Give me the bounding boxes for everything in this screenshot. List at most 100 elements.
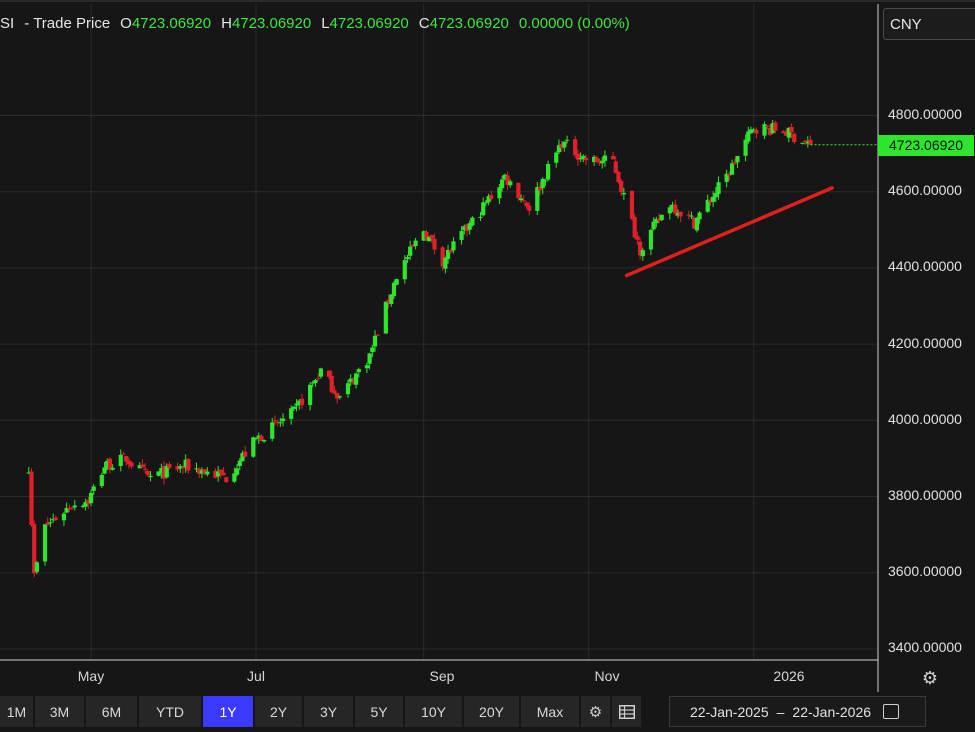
candle-body [751, 129, 756, 131]
candle-body [635, 235, 640, 240]
candle-body [524, 202, 529, 207]
range-button-max[interactable]: Max [521, 696, 579, 727]
candle-body [142, 468, 148, 470]
range-button-20y[interactable]: 20Y [464, 696, 519, 727]
candle-body [53, 517, 58, 520]
candle-body [51, 519, 56, 521]
candle-body [307, 384, 313, 406]
candle-body [640, 250, 645, 257]
candle-body [337, 396, 342, 398]
candle-body [272, 420, 278, 422]
candle-body [592, 156, 597, 163]
candle-body [80, 505, 85, 507]
candle-body [802, 140, 808, 142]
range-button-6m[interactable]: 6M [86, 696, 137, 727]
gear-icon[interactable]: ⚙ [921, 668, 939, 688]
candle-body [678, 211, 683, 217]
candle-body [278, 422, 283, 424]
candle-body [405, 257, 410, 260]
candle-body [540, 178, 545, 189]
candle-body [716, 182, 721, 195]
candle-body [500, 179, 505, 189]
candle-body [443, 257, 448, 269]
candle-body [253, 438, 259, 440]
range-button-2y[interactable]: 2Y [255, 696, 302, 727]
candle-body [497, 187, 502, 199]
ohlc-legend: SI - Trade Price O 4723.06920 H 4723.069… [0, 12, 630, 34]
candle-body [175, 466, 180, 470]
candle-body [237, 460, 242, 467]
currency-selector[interactable]: CNY [883, 8, 975, 40]
table-icon[interactable] [612, 696, 641, 727]
candle-body [489, 195, 494, 199]
candle-body [69, 507, 75, 509]
candle-body [145, 470, 150, 476]
candle-body [648, 229, 654, 250]
range-button-ytd[interactable]: YTD [139, 696, 201, 727]
range-button-3m[interactable]: 3M [35, 696, 84, 727]
range-button-10y[interactable]: 10Y [405, 696, 462, 727]
candle-body [83, 501, 88, 507]
candle-body [781, 131, 786, 134]
candle-body [564, 139, 570, 141]
candle-body [205, 471, 210, 475]
candle-body [48, 522, 53, 524]
candle-body [732, 162, 737, 165]
candle-body [654, 218, 659, 224]
range-button-1m[interactable]: 1M [0, 696, 33, 727]
calendar-icon[interactable] [883, 704, 900, 719]
range-button-5y[interactable]: 5Y [355, 696, 403, 727]
y-tick-label: 4400.00000 [888, 258, 962, 274]
candle-body [375, 334, 380, 336]
candle-body [86, 500, 91, 504]
candle-body [408, 246, 413, 256]
candle-body [105, 460, 110, 470]
candle-body [483, 202, 489, 204]
candle-body [26, 472, 31, 474]
high-value: 4723.06920 [231, 14, 312, 32]
candle-body [383, 301, 388, 334]
candle-body [748, 129, 754, 134]
trendline[interactable] [624, 186, 834, 278]
candle-body [167, 464, 172, 468]
candle-body [197, 468, 202, 474]
close-label: C [418, 14, 430, 32]
candle-body [194, 468, 199, 470]
candle-body [429, 235, 434, 239]
candle-body [581, 155, 586, 160]
candle-body [535, 187, 540, 211]
candle-body [348, 378, 353, 383]
range-button-3y[interactable]: 3Y [304, 696, 353, 727]
candle-body [183, 459, 188, 468]
candle-body [294, 403, 299, 406]
last-price-tag: 4723.06920 [878, 135, 974, 156]
range-button-1y[interactable]: 1Y [203, 696, 253, 727]
candle-body [72, 505, 77, 508]
candle-body [767, 127, 773, 135]
candle-body [508, 181, 513, 186]
candle-body [199, 470, 205, 474]
candle-body [391, 282, 397, 297]
candle-body [743, 139, 748, 156]
candle-body [318, 368, 324, 377]
candle-body [705, 199, 710, 212]
candle-body [729, 163, 735, 175]
candle-body [735, 155, 740, 163]
candle-body [562, 141, 567, 148]
date-range-picker[interactable]: 22-Jan-2025 – 22-Jan-2026 [669, 696, 926, 727]
date-from: 22-Jan-2025 [690, 703, 769, 720]
candle-body [727, 173, 732, 176]
candle-body [481, 202, 486, 216]
low-value: 4723.06920 [329, 14, 409, 32]
candle-body [432, 238, 437, 250]
y-tick-label: 4000.00000 [888, 411, 962, 427]
candle-body [364, 365, 370, 369]
candle-body [694, 218, 700, 231]
gear-icon[interactable]: ⚙ [581, 696, 610, 727]
candle-body [711, 196, 716, 202]
candle-body [386, 299, 391, 303]
candle-body [789, 127, 794, 133]
candle-body [424, 231, 429, 240]
candle-body [440, 247, 445, 267]
